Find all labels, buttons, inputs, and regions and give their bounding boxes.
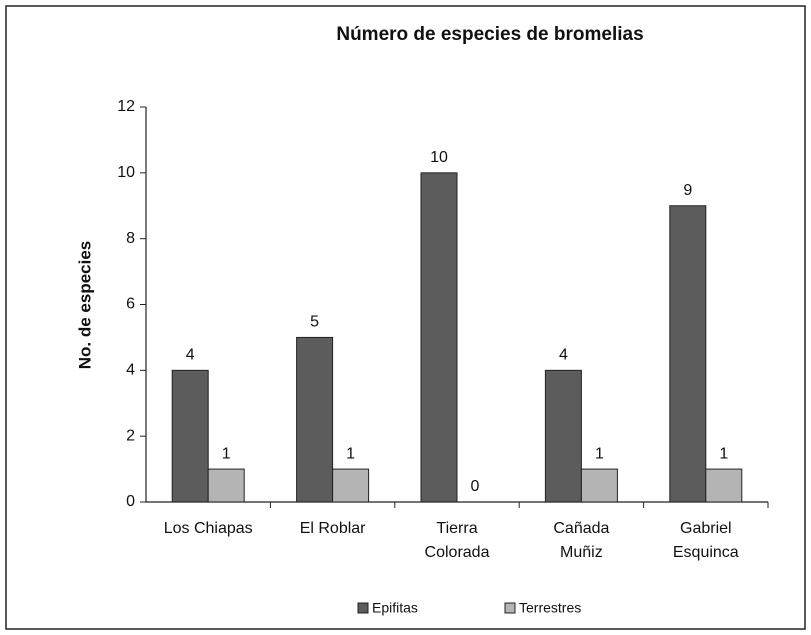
x-tick-label: Colorada	[425, 544, 490, 561]
bar	[580, 468, 618, 503]
data-label: 9	[683, 182, 692, 199]
data-label: 1	[719, 445, 728, 462]
bar	[420, 172, 458, 503]
x-tick-label: Tierra	[436, 520, 477, 537]
y-tick-label: 8	[126, 230, 135, 247]
y-tick-label: 10	[117, 164, 135, 181]
y-tick-label: 12	[117, 98, 135, 115]
bar	[207, 468, 245, 503]
y-tick-label: 6	[126, 296, 135, 313]
legend-item: Terrestres	[504, 600, 581, 616]
data-label: 4	[186, 347, 195, 364]
x-tick-label: Cañada	[553, 520, 609, 537]
data-label: 0	[471, 478, 480, 495]
bar	[669, 205, 707, 503]
x-tick-label: Esquinca	[673, 544, 739, 561]
data-label: 1	[222, 445, 231, 462]
data-label: 1	[346, 445, 355, 462]
x-tick-label: Los Chiapas	[164, 520, 253, 537]
y-axis-label: No. de especies	[75, 241, 94, 370]
data-label: 10	[430, 149, 448, 166]
data-label: 5	[310, 314, 319, 331]
x-tick-label: Muñiz	[560, 544, 603, 561]
legend-swatch	[504, 602, 516, 614]
legend-item: Epifitas	[357, 600, 418, 616]
y-tick-label: 4	[126, 362, 135, 379]
y-tick-label: 0	[126, 493, 135, 510]
data-label: 1	[595, 445, 604, 462]
legend-label: Epifitas	[372, 600, 418, 616]
legend-swatch	[357, 602, 369, 614]
legend-label: Terrestres	[519, 600, 581, 616]
bar	[332, 468, 370, 503]
y-tick-label: 2	[126, 427, 135, 444]
x-tick-label: El Roblar	[300, 520, 366, 537]
bar	[705, 468, 743, 503]
chart-title: Número de especies de bromelias	[336, 24, 643, 45]
x-tick-label: Gabriel	[680, 520, 732, 537]
bar	[296, 336, 334, 503]
bar	[171, 369, 209, 503]
data-label: 4	[559, 347, 568, 364]
bar	[544, 369, 582, 503]
